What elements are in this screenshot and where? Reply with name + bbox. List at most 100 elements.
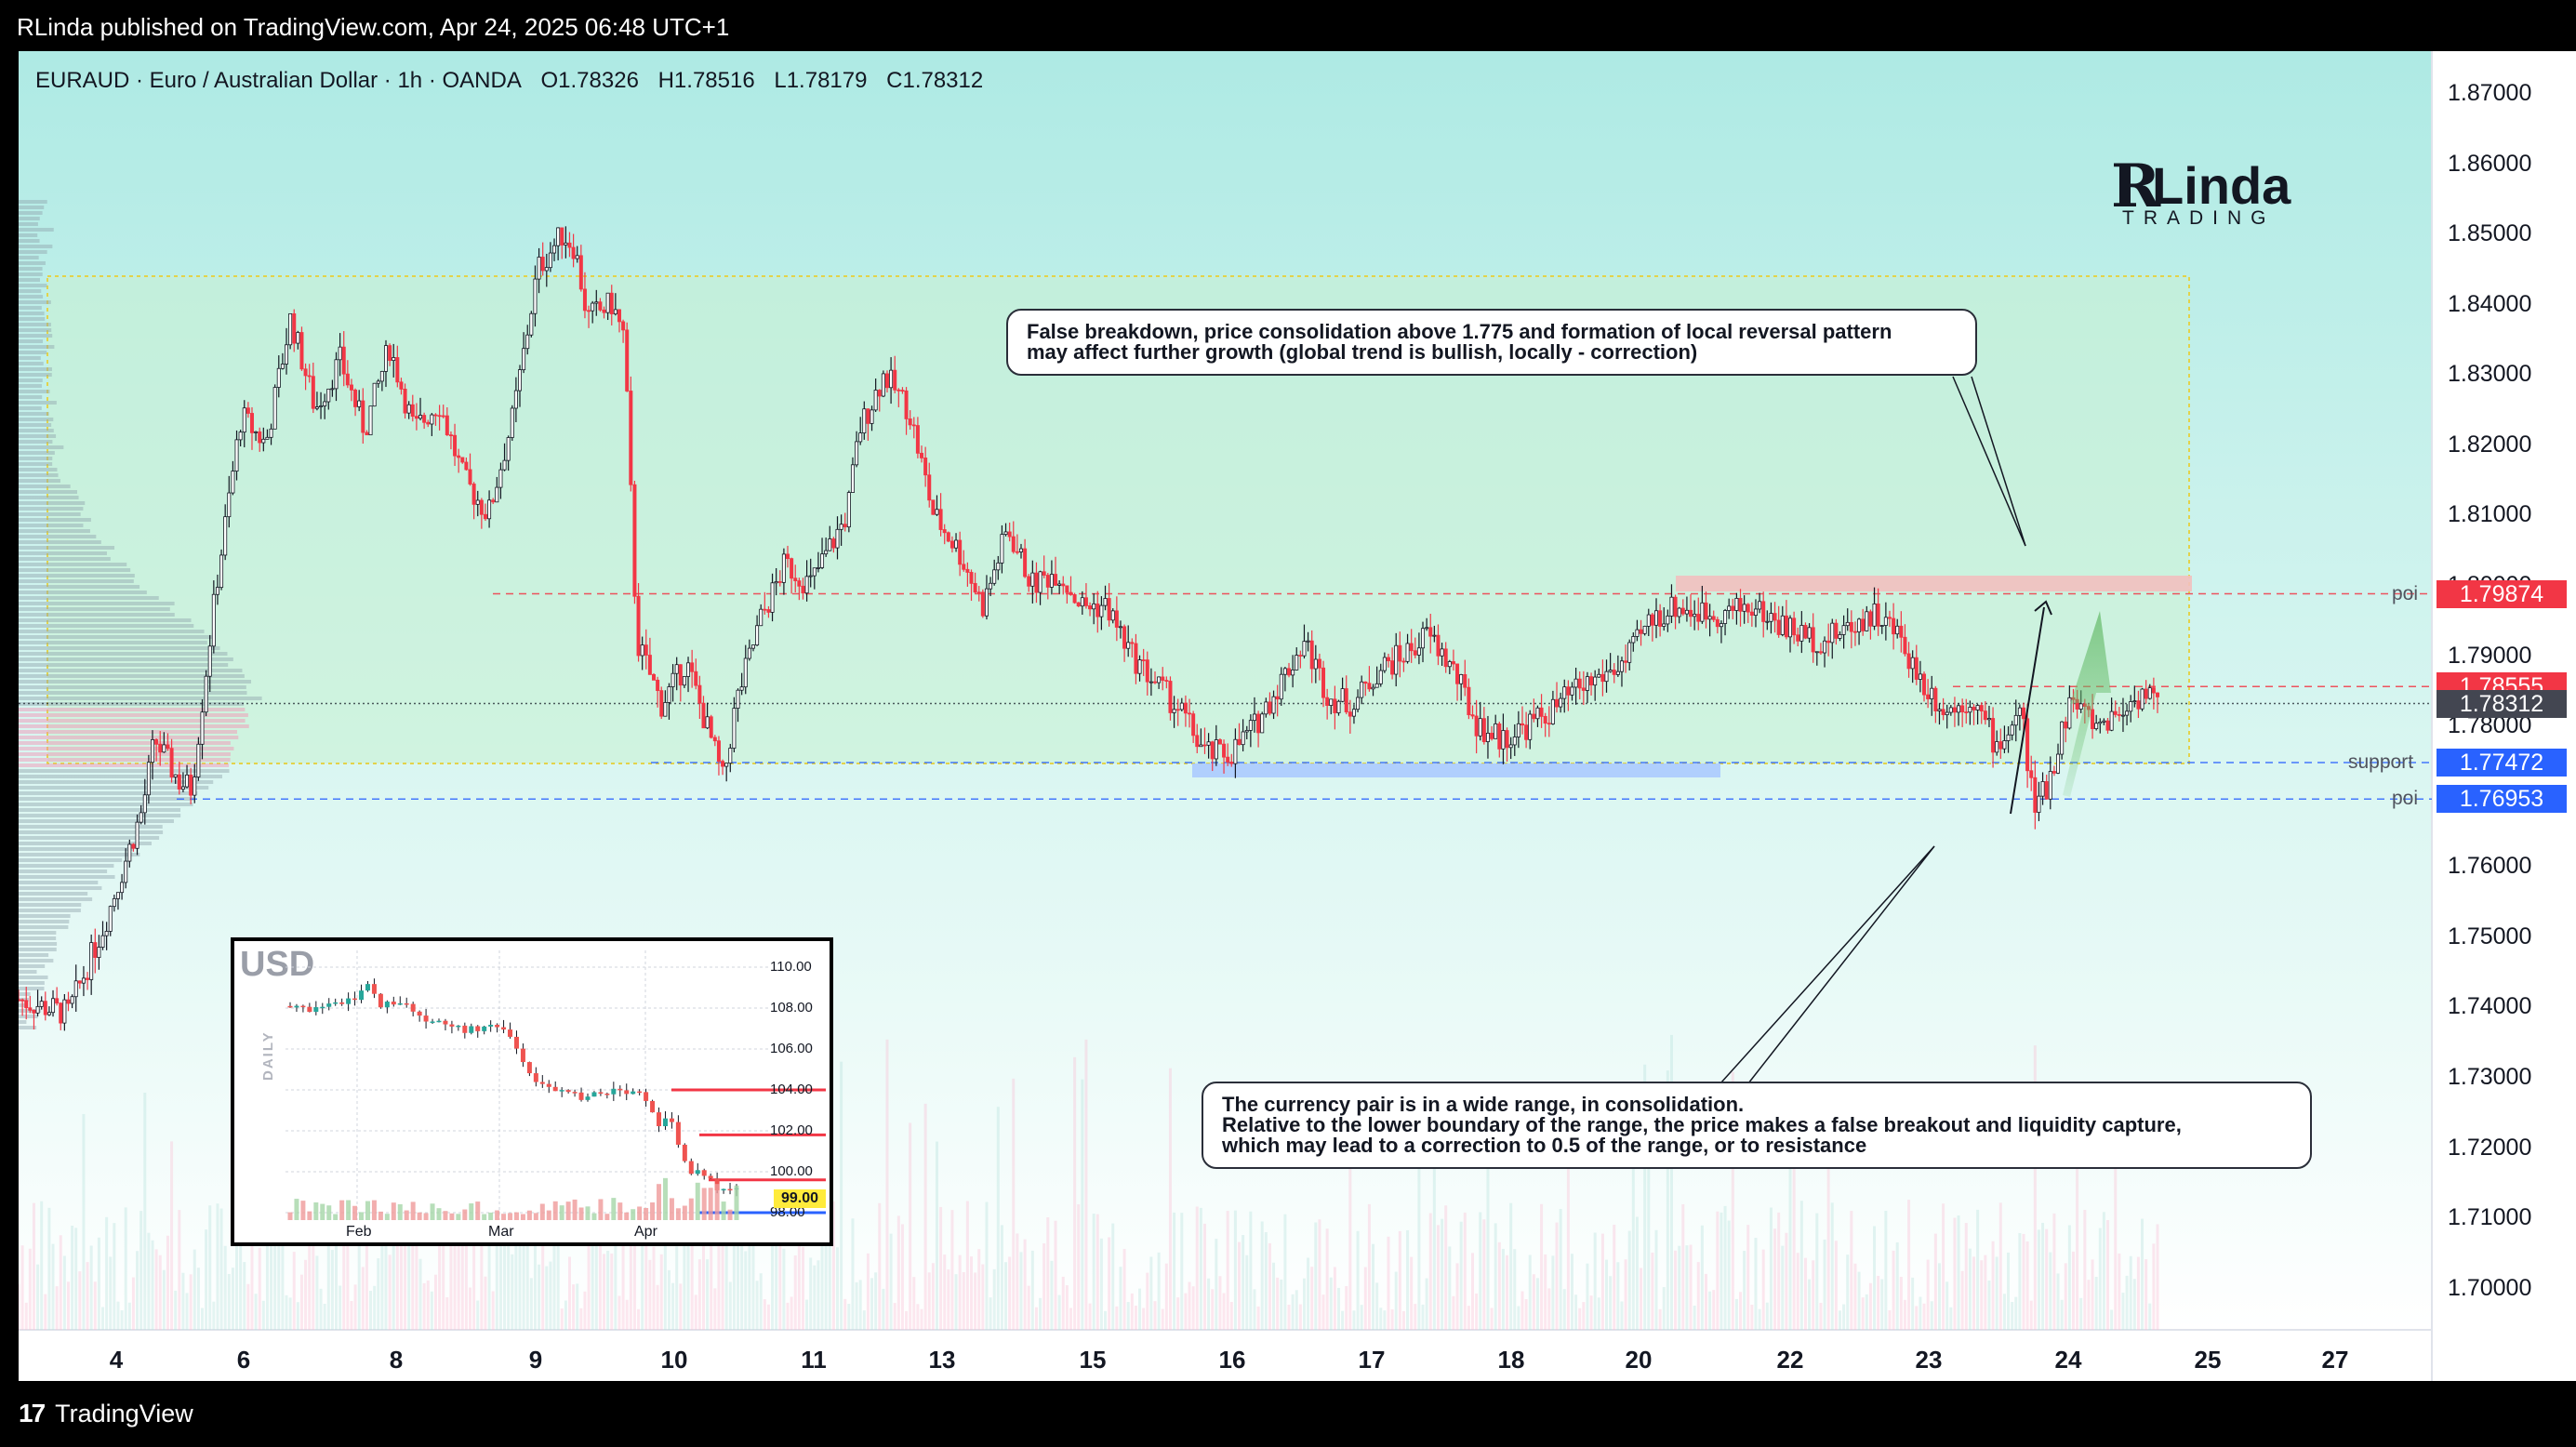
candle-body (1818, 651, 1823, 654)
candle-body (709, 716, 713, 738)
volume-bar (1570, 1254, 1573, 1330)
annotation-bottom: The currency pair is in a wide range, in… (1202, 1082, 2312, 1169)
volume-bar (755, 1281, 759, 1330)
candle-body (774, 581, 778, 584)
chart-frame[interactable]: EURAUD · Euro / Australian Dollar · 1h ·… (19, 51, 2576, 1381)
profile-bar (19, 568, 131, 572)
candle-body (403, 389, 407, 414)
profile-bar (19, 825, 163, 829)
volume-bar (1972, 1256, 1976, 1330)
candle-body (1619, 660, 1624, 672)
candle-body (272, 387, 277, 430)
candle-body (697, 684, 702, 704)
volume-bar (40, 1201, 44, 1330)
volume-bar (1727, 1220, 1731, 1330)
volume-bar (637, 1308, 641, 1330)
candle-body (1034, 572, 1039, 593)
profile-bar (19, 445, 64, 449)
inset-candle-body (513, 1036, 519, 1049)
profile-bar (19, 501, 86, 505)
candle-body (763, 608, 767, 611)
candle-body (204, 675, 208, 713)
candle-body (1883, 617, 1888, 626)
candle-body (797, 580, 802, 587)
profile-bar (19, 596, 159, 600)
candle-body (965, 568, 970, 573)
candle-body (468, 469, 472, 485)
candle-body (1092, 603, 1096, 610)
candle-body (70, 996, 74, 1004)
candle-body (1807, 627, 1812, 639)
profile-bar (19, 339, 44, 343)
volume-bar (181, 1272, 185, 1330)
volume-bar (1379, 1308, 1383, 1330)
candle-body (395, 357, 400, 383)
volume-bar (679, 1283, 683, 1330)
profile-bar (19, 635, 213, 639)
volume-bar (1892, 1250, 1895, 1330)
candle-body (51, 998, 56, 1014)
volume-bar (632, 1213, 636, 1330)
candle-body (682, 676, 686, 686)
inset-volume-bar (313, 1201, 319, 1220)
candle-body (1455, 663, 1460, 684)
profile-bar (19, 819, 174, 823)
candle-body (246, 407, 250, 414)
candle-body (640, 644, 644, 657)
candle-body (19, 999, 21, 1002)
candle-body (1975, 705, 1980, 710)
volume-bar (728, 1281, 732, 1330)
candle-body (609, 292, 614, 314)
candle-body (1398, 644, 1402, 662)
tradingview-brand[interactable]: 17 TradingView (19, 1393, 193, 1434)
volume-bar (552, 1205, 556, 1330)
candle-body (1018, 548, 1023, 552)
candle-body (2056, 753, 2061, 774)
volume-bar (1968, 1248, 1972, 1330)
inset-volume-bar (443, 1211, 448, 1220)
volume-bar (985, 1201, 989, 1330)
candle-body (790, 558, 794, 579)
volume-bar (831, 1201, 835, 1330)
volume-bar (1161, 1308, 1164, 1330)
inset-candle-body (488, 1024, 494, 1027)
inset-candle-body (708, 1175, 713, 1179)
annotation-top: False breakdown, price consolidation abo… (1006, 309, 1977, 376)
volume-bar (572, 1284, 576, 1330)
volume-bar (866, 1253, 870, 1330)
inset-volume-bar (378, 1211, 383, 1220)
inset-volume-bar (333, 1214, 339, 1220)
candle-body (426, 421, 431, 425)
volume-bar (1372, 1243, 1375, 1330)
volume-bar (2002, 1294, 2006, 1330)
volume-bar (813, 1265, 817, 1330)
volume-bar (219, 1208, 223, 1330)
candle-body (89, 942, 94, 980)
candle-body (786, 553, 790, 560)
candle-body (1103, 598, 1108, 606)
volume-bar (900, 1224, 904, 1330)
candle-body (1899, 625, 1904, 638)
candle-body (935, 509, 939, 515)
volume-bar (1803, 1257, 1807, 1330)
profile-bar (19, 881, 99, 884)
profile-bar (19, 485, 71, 488)
candle-body (341, 346, 346, 375)
candle-body (28, 1007, 33, 1011)
volume-bar (644, 1225, 648, 1330)
candle-body (1753, 608, 1758, 617)
volume-bar (1589, 1295, 1593, 1330)
volume-bar (1233, 1210, 1237, 1330)
volume-bar (732, 1225, 736, 1330)
main-chart[interactable] (19, 51, 2576, 1381)
candle-body (1581, 687, 1586, 691)
candle-body (1279, 673, 1283, 700)
volume-bar (790, 1296, 793, 1330)
volume-bar (151, 1240, 154, 1330)
volume-bar (1812, 1260, 1815, 1330)
candle-body (1508, 744, 1513, 749)
volume-bar (538, 1264, 541, 1330)
volume-bar (2156, 1224, 2159, 1330)
volume-bar (1535, 1278, 1539, 1330)
candle-body (1952, 707, 1957, 713)
